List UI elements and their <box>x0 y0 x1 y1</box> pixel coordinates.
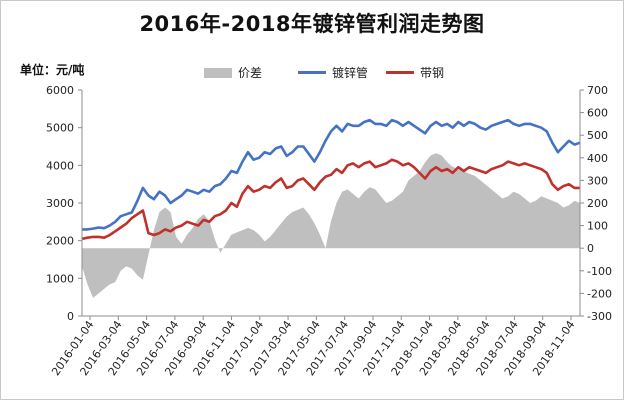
left-axis-tick-label: 3000 <box>46 197 74 210</box>
series-line-strip-steel <box>81 158 580 241</box>
right-axis-tick-label: 600 <box>587 107 608 120</box>
right-axis-tick-label: 700 <box>587 84 608 97</box>
right-axis-tick-label: 0 <box>587 242 594 255</box>
left-axis-tick-label: 4000 <box>46 159 74 172</box>
left-axis-tick-label: 6000 <box>46 84 74 97</box>
legend-item-spread: 价差 <box>204 64 262 81</box>
left-axis-tick-label: 5000 <box>46 122 74 135</box>
right-axis-tick-label: 200 <box>587 197 608 210</box>
right-axis-tick-label: 300 <box>587 174 608 187</box>
legend-item-galvanized-pipe: 镀锌管 <box>298 64 368 81</box>
series-line-galvanized-pipe <box>82 118 581 231</box>
left-axis-unit-label: 单位：元/吨 <box>20 63 85 77</box>
legend-label-strip-steel: 带钢 <box>420 66 445 80</box>
legend-label-spread: 价差 <box>238 66 263 80</box>
legend-swatch-spread <box>204 67 232 78</box>
legend-swatch-strip-steel <box>386 71 414 74</box>
right-axis-tick-label: 100 <box>587 220 608 233</box>
right-axis-tick-label: 500 <box>587 129 608 142</box>
left-axis-tick-label: 1000 <box>46 272 74 285</box>
right-axis-tick-label: 400 <box>587 152 608 165</box>
left-axis-tick-label: 2000 <box>46 235 74 248</box>
right-axis-tick-label: -200 <box>587 287 612 300</box>
series-area-spread <box>82 153 580 298</box>
chart-title: 2016年-2018年镀锌管利润走势图 <box>139 12 485 36</box>
legend-swatch-galvanized-pipe <box>298 71 326 74</box>
legend-item-strip-steel: 带钢 <box>386 64 444 81</box>
legend-label-galvanized-pipe: 镀锌管 <box>332 66 369 80</box>
left-axis-tick-label: 0 <box>67 310 74 323</box>
right-axis-tick-label: -300 <box>587 310 612 323</box>
right-axis-tick-label: -100 <box>587 265 612 278</box>
